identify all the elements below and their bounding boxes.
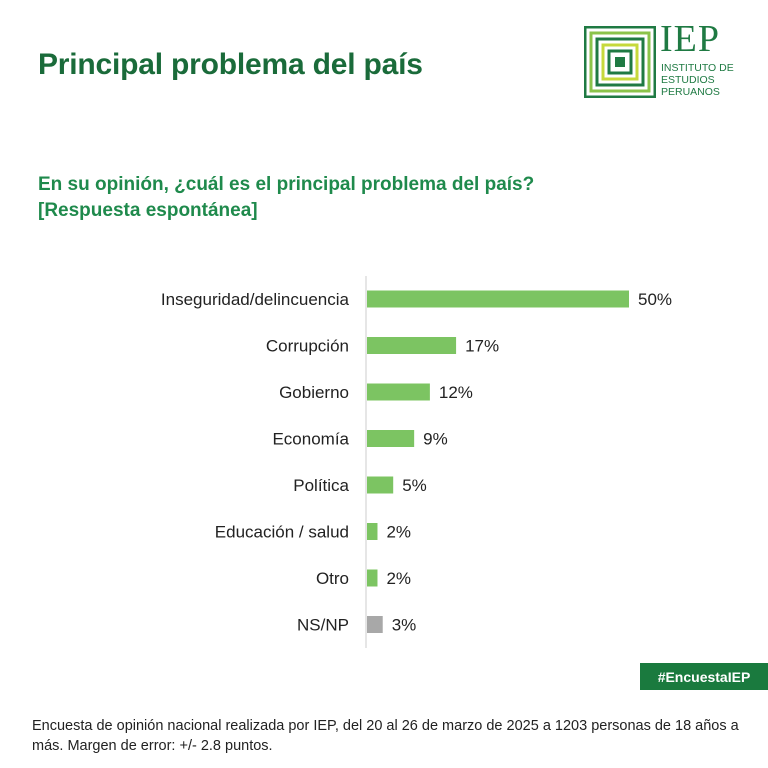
- category-label: Inseguridad/delincuencia: [161, 290, 350, 309]
- page-title: Principal problema del país: [38, 48, 423, 81]
- category-label: Educación / salud: [215, 523, 349, 542]
- value-label: 2%: [386, 569, 411, 588]
- bar: [367, 476, 394, 494]
- bar-chart: Inseguridad/delincuencia 50% Corrupción 17%…: [161, 276, 672, 648]
- value-label: 9%: [423, 430, 448, 449]
- logo-line-1: INSTITUTO DE: [661, 62, 734, 74]
- category-label: NS/NP: [297, 616, 349, 635]
- value-label: 12%: [439, 383, 473, 402]
- bar: [367, 430, 415, 447]
- value-label: 5%: [402, 476, 427, 495]
- hashtag-badge: #EncuestaIEP: [640, 663, 768, 690]
- value-label: 50%: [638, 290, 672, 309]
- bar: [367, 523, 378, 540]
- logo-name: IEP: [660, 18, 720, 60]
- bar: [367, 337, 457, 354]
- category-label: Gobierno: [279, 383, 349, 402]
- question-text: En su opinión, ¿cuál es el principal pro…: [38, 174, 535, 195]
- bar: [367, 616, 383, 633]
- category-label: Corrupción: [266, 337, 349, 356]
- bar: [367, 290, 629, 308]
- bar: [367, 569, 378, 587]
- bar: [367, 383, 430, 401]
- survey-footnote: Encuesta de opinión nacional realizada p…: [32, 718, 739, 754]
- value-label: 3%: [392, 616, 417, 635]
- survey-question: En su opinión, ¿cuál es el principal pro…: [38, 172, 638, 224]
- question-note: [Respuesta espontánea]: [38, 200, 258, 221]
- category-label: Otro: [316, 569, 349, 588]
- category-label: Política: [293, 476, 349, 495]
- value-label: 17%: [465, 337, 499, 356]
- category-label: Economía: [272, 430, 349, 449]
- logo-line-2: ESTUDIOS: [661, 74, 715, 86]
- value-label: 2%: [386, 523, 411, 542]
- iep-logo-mark-icon: [584, 26, 656, 98]
- iep-logo: IEP INSTITUTO DE ESTUDIOS PERUANOS: [584, 20, 752, 100]
- logo-line-3: PERUANOS: [661, 86, 720, 98]
